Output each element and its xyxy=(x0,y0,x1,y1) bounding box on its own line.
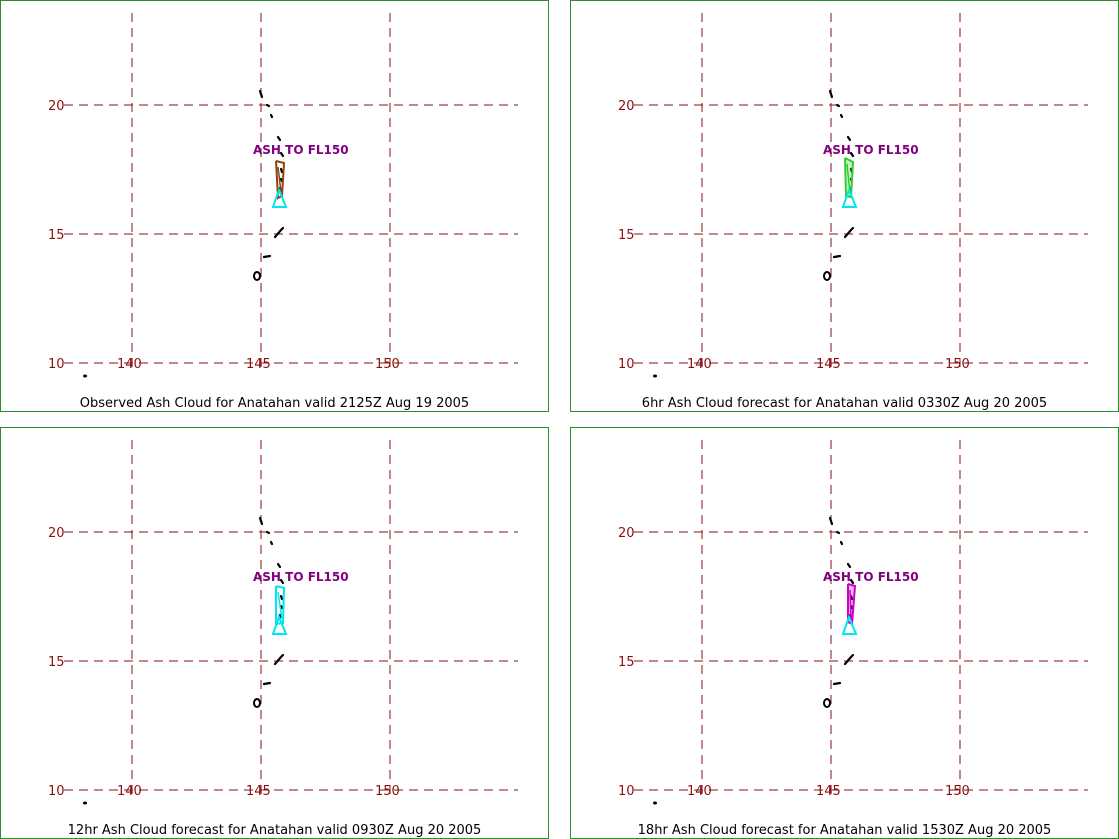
island-2 xyxy=(839,540,844,546)
panel-caption: 12hr Ash Cloud forecast for Anatahan val… xyxy=(67,823,482,838)
island-3 xyxy=(846,562,852,569)
island-7 xyxy=(278,613,283,619)
volcano-marker-icon xyxy=(841,614,858,635)
lon-label-150: 150 xyxy=(945,784,970,799)
ash-height-annotation: ASH TO FL150 xyxy=(253,570,349,584)
island-9 xyxy=(832,254,842,259)
ash-height-annotation: ASH TO FL150 xyxy=(823,570,919,584)
lat-label-15: 15 xyxy=(48,655,65,670)
lat-label-20: 20 xyxy=(48,526,65,541)
map-canvas: 20 15 10 140 145 150 ASH TO FL150 xyxy=(618,13,1088,378)
lon-label-140: 140 xyxy=(117,784,142,799)
ash-height-annotation: ASH TO FL150 xyxy=(253,143,349,157)
lon-label-145: 145 xyxy=(246,357,271,372)
lon-label-150: 150 xyxy=(375,357,400,372)
island-0 xyxy=(828,516,834,526)
lon-label-140: 140 xyxy=(117,357,142,372)
ash-cloud-inner-line xyxy=(277,166,282,193)
island-0 xyxy=(828,89,834,99)
map-panel-12hr-forecast: 20 15 10 140 145 150 ASH TO FL150 12hr Ash Clo… xyxy=(0,427,549,839)
island-3 xyxy=(276,135,282,142)
island-2 xyxy=(269,113,274,119)
ash-cloud-inner-line xyxy=(849,589,852,621)
lon-label-145: 145 xyxy=(816,357,841,372)
island-5 xyxy=(849,594,854,601)
island-guam xyxy=(253,271,261,281)
island-guam xyxy=(823,698,831,708)
lat-label-15: 15 xyxy=(618,655,635,670)
panel-caption: 18hr Ash Cloud forecast for Anatahan val… xyxy=(637,823,1052,838)
lat-label-20: 20 xyxy=(48,99,65,114)
volcano-marker-icon xyxy=(271,187,288,208)
lon-label-140: 140 xyxy=(687,357,712,372)
island-3 xyxy=(846,135,852,142)
ash-cloud-inner-line xyxy=(846,163,851,194)
island-9 xyxy=(832,681,842,686)
island-1 xyxy=(835,530,841,535)
lat-label-10: 10 xyxy=(618,784,635,799)
ash-cloud-inner-line xyxy=(277,591,283,620)
lon-label-145: 145 xyxy=(246,784,271,799)
lat-label-15: 15 xyxy=(48,228,65,243)
island-8 xyxy=(273,226,285,239)
island-6 xyxy=(279,177,284,183)
island-4 xyxy=(849,151,855,158)
lon-label-150: 150 xyxy=(945,357,970,372)
island-8 xyxy=(843,226,855,239)
map-panel-observed: 20 15 10 140 145 150 ASH TO FL150 Observed Ash… xyxy=(0,0,549,412)
panel-caption: 6hr Ash Cloud forecast for Anatahan vali… xyxy=(641,396,1048,411)
island-southwest xyxy=(653,374,657,378)
lat-label-10: 10 xyxy=(618,357,635,372)
island-4 xyxy=(849,578,855,585)
island-guam xyxy=(823,271,831,281)
island-4 xyxy=(279,578,285,585)
lon-label-140: 140 xyxy=(687,784,712,799)
island-southwest xyxy=(83,801,87,805)
island-6 xyxy=(279,604,284,610)
island-1 xyxy=(835,103,841,108)
ash-height-annotation: ASH TO FL150 xyxy=(823,143,919,157)
island-southwest xyxy=(83,374,87,378)
ash-cloud-polygon xyxy=(275,585,286,626)
island-0 xyxy=(258,89,264,99)
lat-label-20: 20 xyxy=(618,526,635,541)
island-1 xyxy=(265,103,271,108)
island-8 xyxy=(843,653,855,666)
map-panel-6hr-forecast: 20 15 10 140 145 150 ASH TO FL150 6hr Ash Clou… xyxy=(570,0,1119,412)
island-9 xyxy=(262,254,272,259)
lat-label-10: 10 xyxy=(48,357,65,372)
island-2 xyxy=(839,113,844,119)
island-4 xyxy=(279,151,285,158)
panel-caption: Observed Ash Cloud for Anatahan valid 21… xyxy=(79,396,470,411)
island-0 xyxy=(258,516,264,526)
island-2 xyxy=(269,540,274,546)
map-panel-18hr-forecast: 20 15 10 140 145 150 ASH TO FL150 18hr Ash Clo… xyxy=(570,427,1119,839)
island-1 xyxy=(265,530,271,535)
island-9 xyxy=(262,681,272,686)
lon-label-145: 145 xyxy=(816,784,841,799)
map-canvas: 20 15 10 140 145 150 ASH TO FL150 xyxy=(48,13,518,378)
map-canvas: 20 15 10 140 145 150 ASH TO FL150 xyxy=(618,440,1088,805)
island-8 xyxy=(273,653,285,666)
lat-label-10: 10 xyxy=(48,784,65,799)
map-canvas: 20 15 10 140 145 150 ASH TO FL150 xyxy=(48,440,518,805)
island-5 xyxy=(279,167,284,174)
lon-label-150: 150 xyxy=(375,784,400,799)
volcano-marker-icon xyxy=(271,614,288,635)
island-5 xyxy=(279,594,284,601)
lat-label-15: 15 xyxy=(618,228,635,243)
island-guam xyxy=(253,698,261,708)
lat-label-20: 20 xyxy=(618,99,635,114)
island-southwest xyxy=(653,801,657,805)
volcano-marker-icon xyxy=(841,187,858,208)
island-3 xyxy=(276,562,282,569)
